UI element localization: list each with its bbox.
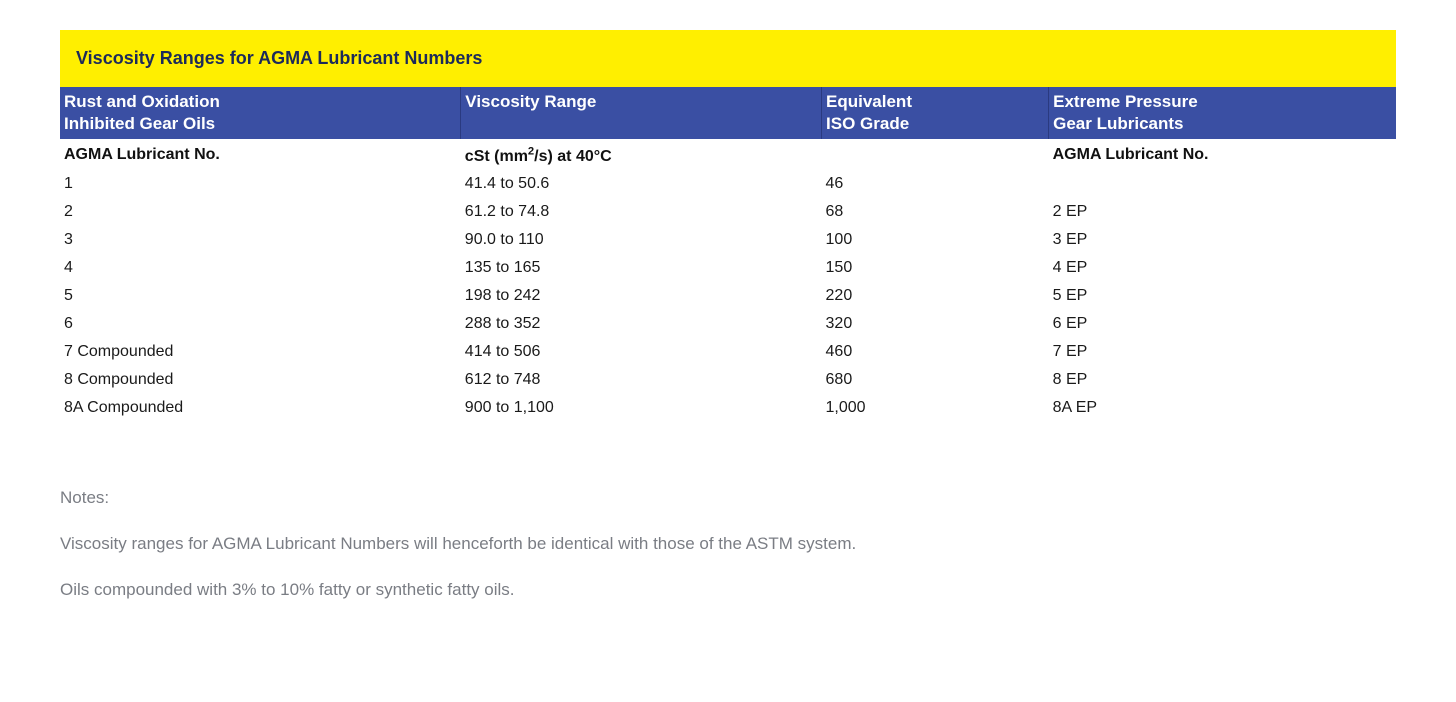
header-cell-2: Equivalent ISO Grade [822, 87, 1049, 139]
notes-section: Notes: Viscosity ranges for AGMA Lubrica… [60, 482, 1396, 607]
table-row: 261.2 to 74.8682 EP [60, 198, 1396, 226]
table-cell: 900 to 1,100 [461, 394, 822, 422]
header-line2: Inhibited Gear Oils [64, 114, 215, 133]
table-row: 4135 to 1651504 EP [60, 254, 1396, 282]
table-cell: 414 to 506 [461, 338, 822, 366]
table-cell: 320 [822, 310, 1049, 338]
header-line2: Gear Lubricants [1053, 114, 1183, 133]
table-row: 141.4 to 50.646 [60, 170, 1396, 198]
table-row: 7 Compounded414 to 5064607 EP [60, 338, 1396, 366]
subheader-cell-3: AGMA Lubricant No. [1049, 139, 1396, 169]
table-cell: 8 EP [1049, 366, 1396, 394]
table-cell: 680 [822, 366, 1049, 394]
table-cell: 220 [822, 282, 1049, 310]
notes-heading: Notes: [60, 482, 1396, 514]
table-row: 390.0 to 1101003 EP [60, 226, 1396, 254]
subheader-cell-0: AGMA Lubricant No. [60, 139, 461, 169]
notes-line-1: Viscosity ranges for AGMA Lubricant Numb… [60, 528, 1396, 560]
header-line1: Equivalent [826, 92, 912, 111]
table-cell: 2 [60, 198, 461, 226]
header-cell-0: Rust and Oxidation Inhibited Gear Oils [60, 87, 461, 139]
table-container: Viscosity Ranges for AGMA Lubricant Numb… [0, 0, 1456, 650]
header-row: Rust and Oxidation Inhibited Gear Oils V… [60, 87, 1396, 139]
table-cell: 2 EP [1049, 198, 1396, 226]
header-line1: Viscosity Range [465, 92, 596, 111]
table-row: 5198 to 2422205 EP [60, 282, 1396, 310]
table-cell: 3 EP [1049, 226, 1396, 254]
table-cell: 100 [822, 226, 1049, 254]
table-title: Viscosity Ranges for AGMA Lubricant Numb… [60, 30, 1396, 87]
header-line1: Extreme Pressure [1053, 92, 1198, 111]
subheader-cell-1: cSt (mm2/s) at 40°C [461, 139, 822, 169]
table-cell: 5 [60, 282, 461, 310]
table-cell: 7 EP [1049, 338, 1396, 366]
table-cell: 612 to 748 [461, 366, 822, 394]
table-cell: 68 [822, 198, 1049, 226]
table-cell: 90.0 to 110 [461, 226, 822, 254]
table-cell: 46 [822, 170, 1049, 198]
table-row: 8A Compounded900 to 1,1001,0008A EP [60, 394, 1396, 422]
table-cell: 135 to 165 [461, 254, 822, 282]
header-line2: ISO Grade [826, 114, 909, 133]
table-cell: 8A Compounded [60, 394, 461, 422]
table-cell: 5 EP [1049, 282, 1396, 310]
table-cell: 61.2 to 74.8 [461, 198, 822, 226]
table-cell: 1 [60, 170, 461, 198]
table-cell: 1,000 [822, 394, 1049, 422]
table-cell: 4 [60, 254, 461, 282]
viscosity-table: Rust and Oxidation Inhibited Gear Oils V… [60, 87, 1396, 422]
table-cell: 6 [60, 310, 461, 338]
table-cell [1049, 170, 1396, 198]
table-body: 141.4 to 50.646261.2 to 74.8682 EP390.0 … [60, 170, 1396, 422]
subheader-row: AGMA Lubricant No. cSt (mm2/s) at 40°C A… [60, 139, 1396, 169]
table-cell: 150 [822, 254, 1049, 282]
header-cell-1: Viscosity Range [461, 87, 822, 139]
table-cell: 198 to 242 [461, 282, 822, 310]
table-cell: 7 Compounded [60, 338, 461, 366]
table-cell: 288 to 352 [461, 310, 822, 338]
table-cell: 8A EP [1049, 394, 1396, 422]
notes-line-2: Oils compounded with 3% to 10% fatty or … [60, 574, 1396, 606]
subheader-cell-2 [822, 139, 1049, 169]
table-cell: 3 [60, 226, 461, 254]
header-cell-3: Extreme Pressure Gear Lubricants [1049, 87, 1396, 139]
table-row: 8 Compounded612 to 7486808 EP [60, 366, 1396, 394]
table-cell: 41.4 to 50.6 [461, 170, 822, 198]
table-row: 6288 to 3523206 EP [60, 310, 1396, 338]
table-cell: 4 EP [1049, 254, 1396, 282]
table-cell: 460 [822, 338, 1049, 366]
table-cell: 6 EP [1049, 310, 1396, 338]
table-cell: 8 Compounded [60, 366, 461, 394]
header-line1: Rust and Oxidation [64, 92, 220, 111]
